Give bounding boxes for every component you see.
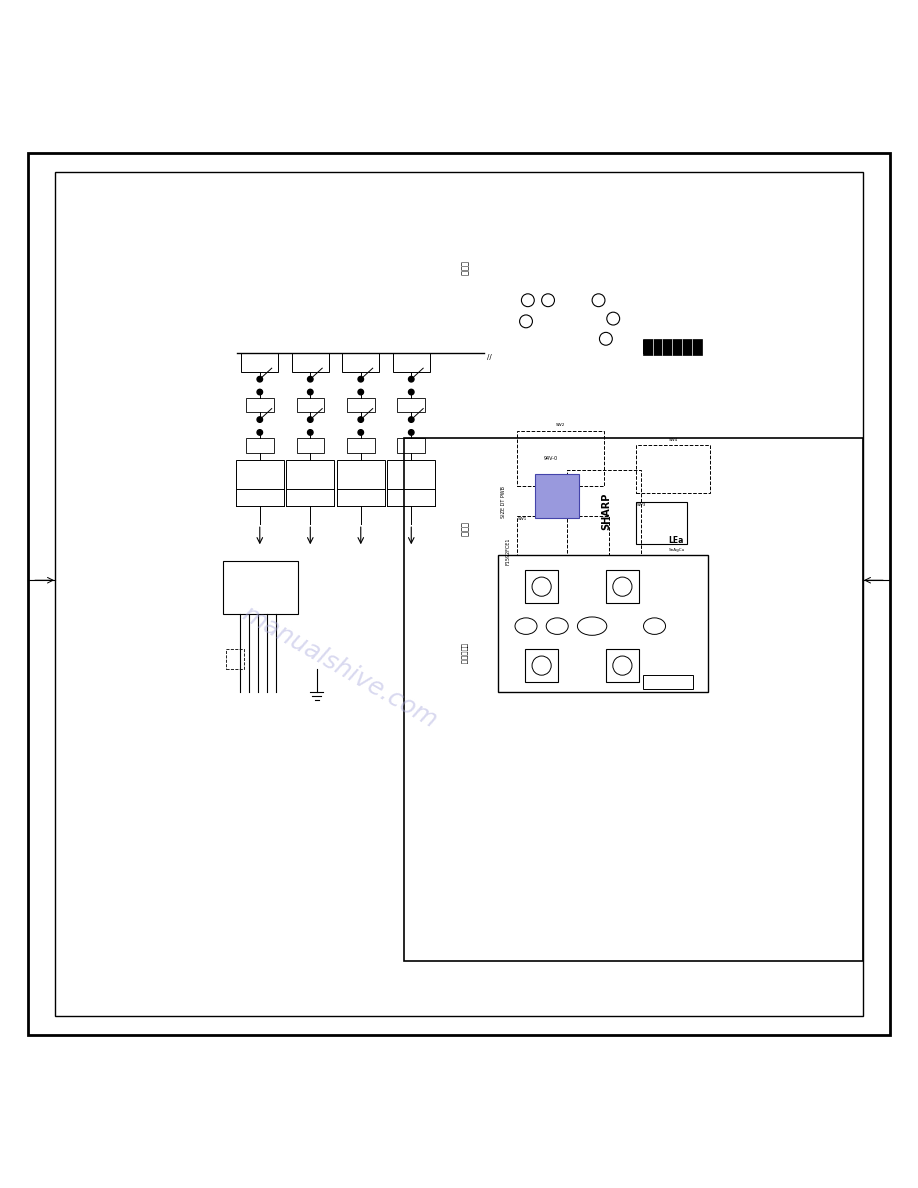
Text: 半田面: 半田面: [459, 260, 468, 276]
Bar: [397, 398, 425, 412]
Bar: [683, 340, 691, 354]
Circle shape: [409, 430, 414, 435]
Bar: [404, 438, 863, 961]
Bar: [347, 398, 375, 412]
Circle shape: [409, 417, 414, 423]
Text: //: //: [487, 354, 491, 360]
Text: SW2: SW2: [555, 423, 565, 426]
Bar: [297, 398, 324, 412]
Circle shape: [308, 377, 313, 383]
Text: SW3: SW3: [637, 504, 646, 507]
Bar: [241, 354, 278, 372]
Circle shape: [409, 390, 414, 394]
Bar: [226, 649, 244, 669]
Bar: [342, 354, 379, 372]
Text: 部品面: 部品面: [459, 523, 468, 537]
Circle shape: [257, 390, 263, 394]
Bar: [644, 340, 652, 354]
Bar: [606, 649, 639, 682]
Bar: [517, 516, 609, 562]
Bar: [223, 561, 298, 614]
Bar: [636, 446, 710, 493]
Text: SHARP: SHARP: [601, 493, 610, 530]
Bar: [347, 438, 375, 453]
Bar: [246, 398, 274, 412]
Bar: [663, 340, 672, 354]
Bar: [393, 354, 430, 372]
Bar: [337, 460, 385, 489]
Circle shape: [308, 390, 313, 394]
Bar: [606, 570, 639, 604]
Text: SW4: SW4: [668, 437, 677, 442]
Bar: [535, 474, 579, 518]
Text: SW1: SW1: [518, 517, 527, 520]
Bar: [297, 438, 324, 453]
Bar: [387, 460, 435, 489]
Text: manualshive.com: manualshive.com: [238, 602, 442, 733]
Circle shape: [358, 377, 364, 383]
Circle shape: [358, 430, 364, 435]
Bar: [525, 570, 558, 604]
Bar: [673, 340, 682, 354]
Circle shape: [257, 417, 263, 423]
Bar: [286, 460, 334, 489]
Circle shape: [257, 430, 263, 435]
Bar: [525, 649, 558, 682]
Bar: [643, 339, 702, 355]
Circle shape: [358, 417, 364, 423]
Text: LEa: LEa: [668, 536, 684, 545]
Text: SnAgCu: SnAgCu: [668, 548, 685, 552]
Text: 94V-0: 94V-0: [543, 456, 557, 461]
Bar: [693, 340, 701, 354]
Text: SIZE DT PWB: SIZE DT PWB: [500, 486, 506, 518]
Circle shape: [257, 377, 263, 383]
Bar: [246, 438, 274, 453]
Circle shape: [308, 430, 313, 435]
Bar: [292, 354, 329, 372]
Circle shape: [308, 417, 313, 423]
Bar: [643, 675, 693, 689]
Text: 部品配置图: 部品配置图: [460, 643, 467, 664]
Bar: [636, 503, 687, 544]
Bar: [55, 172, 863, 1016]
Text: F1592FCE1: F1592FCE1: [505, 537, 510, 564]
Bar: [654, 340, 662, 354]
Bar: [498, 555, 708, 693]
Circle shape: [409, 377, 414, 383]
Bar: [236, 460, 284, 489]
Bar: [517, 430, 604, 486]
Circle shape: [358, 390, 364, 394]
Bar: [567, 470, 641, 562]
Bar: [397, 438, 425, 453]
